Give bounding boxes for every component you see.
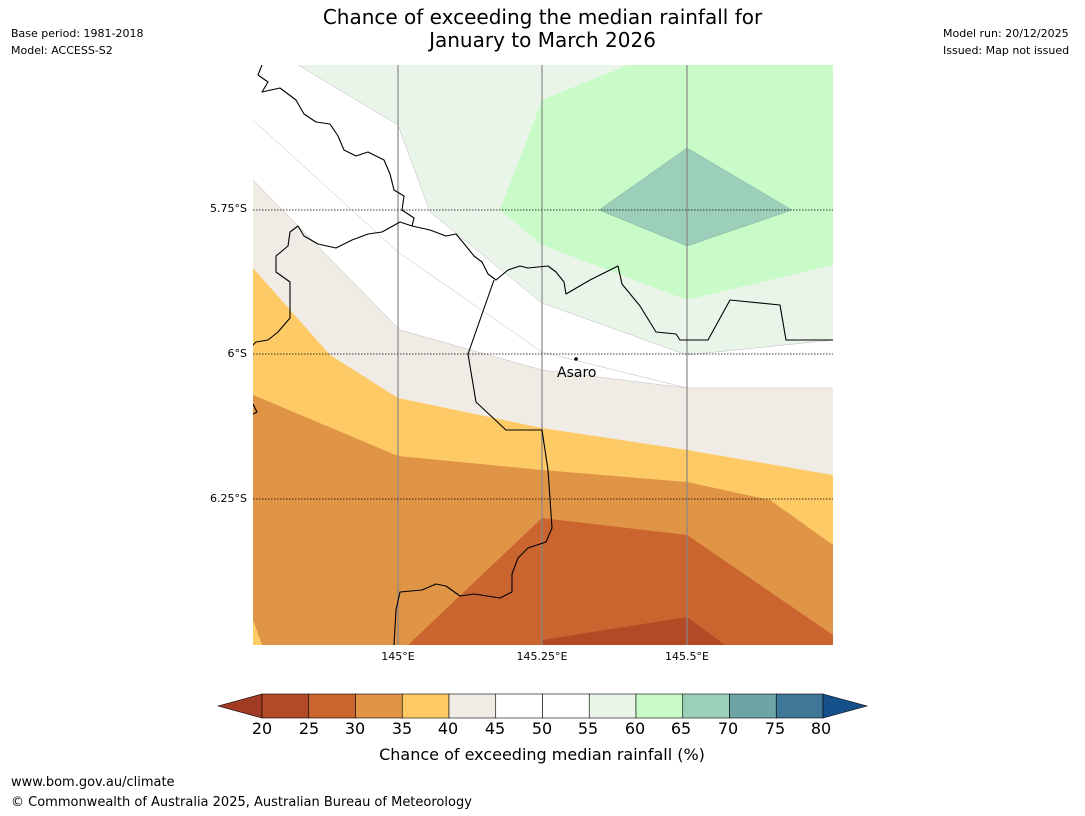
colorbar-cell-20: [261, 693, 310, 719]
colorbar-cell-25: [308, 693, 356, 719]
cb-tick-35: 35: [391, 719, 413, 738]
zone-25-30: [408, 518, 833, 645]
boundary-west: [253, 403, 258, 415]
boundary-mid: [411, 225, 833, 341]
cb-tick-25: 25: [298, 719, 320, 738]
cb-tick-70: 70: [717, 719, 739, 738]
contour-3: [253, 179, 688, 389]
cb-tick-50: 50: [531, 719, 553, 738]
footer-url: www.bom.gov.au/climate: [11, 775, 175, 790]
lat-label-6-25: 6.25°S: [210, 492, 247, 505]
base-period: Base period: 1981-2018: [11, 27, 144, 40]
place-label-asaro: Asaro: [557, 365, 597, 381]
colorbar-cell-70: [729, 693, 777, 719]
parallels: [253, 209, 833, 500]
colorbar: [216, 693, 869, 719]
colorbar-cell-55: [588, 693, 637, 719]
boundary-south: [393, 279, 553, 645]
header-left-info: Base period: 1981-2018 Model: ACCESS-S2: [11, 25, 143, 59]
map-area: [253, 65, 833, 645]
boundary-north: [253, 65, 415, 346]
title-line-2: January to March 2026: [429, 28, 656, 52]
model-name: Model: ACCESS-S2: [11, 44, 113, 57]
colorbar-extend-low: [216, 693, 263, 719]
colorbar-label: Chance of exceeding median rainfall (%): [379, 745, 705, 764]
footer-copyright: © Commonwealth of Australia 2025, Austra…: [11, 795, 472, 810]
cb-tick-75: 75: [764, 719, 786, 738]
zone-35-40-corner: [253, 620, 262, 645]
lon-label-145-25: 145.25°E: [516, 650, 568, 663]
cb-tick-65: 65: [670, 719, 692, 738]
contour-2: [297, 65, 833, 356]
header-right-info: Model run: 20/12/2025 Issued: Map not is…: [943, 25, 1069, 59]
cb-tick-30: 30: [344, 719, 366, 738]
colorbar-cell-30: [355, 693, 403, 719]
issued-status: Issued: Map not issued: [943, 44, 1070, 57]
colorbar-cells: [261, 693, 824, 719]
colorbar-cell-45: [495, 693, 543, 719]
colorbar-cell-75: [775, 693, 824, 719]
model-run: Model run: 20/12/2025: [943, 27, 1069, 40]
zone-20-25: [542, 617, 725, 645]
lon-label-145: 145°E: [381, 650, 415, 663]
cb-tick-45: 45: [484, 719, 506, 738]
cb-tick-40: 40: [437, 719, 459, 738]
cb-tick-20: 20: [251, 719, 273, 738]
colorbar-cell-60: [635, 693, 684, 719]
colorbar-cell-65: [682, 693, 730, 719]
cb-tick-60: 60: [624, 719, 646, 738]
cb-tick-80: 80: [810, 719, 832, 738]
colorbar-cell-50: [542, 693, 590, 719]
asaro-point: [574, 357, 578, 361]
map-title: Chance of exceeding the median rainfall …: [0, 6, 1085, 52]
lat-label-6: 6°S: [227, 347, 247, 360]
lat-label-5-75: 5.75°S: [210, 202, 247, 215]
title-line-1: Chance of exceeding the median rainfall …: [322, 5, 763, 29]
colorbar-cell-35: [401, 693, 450, 719]
cb-tick-55: 55: [577, 719, 599, 738]
lon-label-145-5: 145.5°E: [665, 650, 709, 663]
meridians: [397, 65, 688, 645]
colorbar-extend-high: [822, 693, 869, 719]
boundaries: [253, 65, 833, 645]
colorbar-cell-40: [448, 693, 497, 719]
